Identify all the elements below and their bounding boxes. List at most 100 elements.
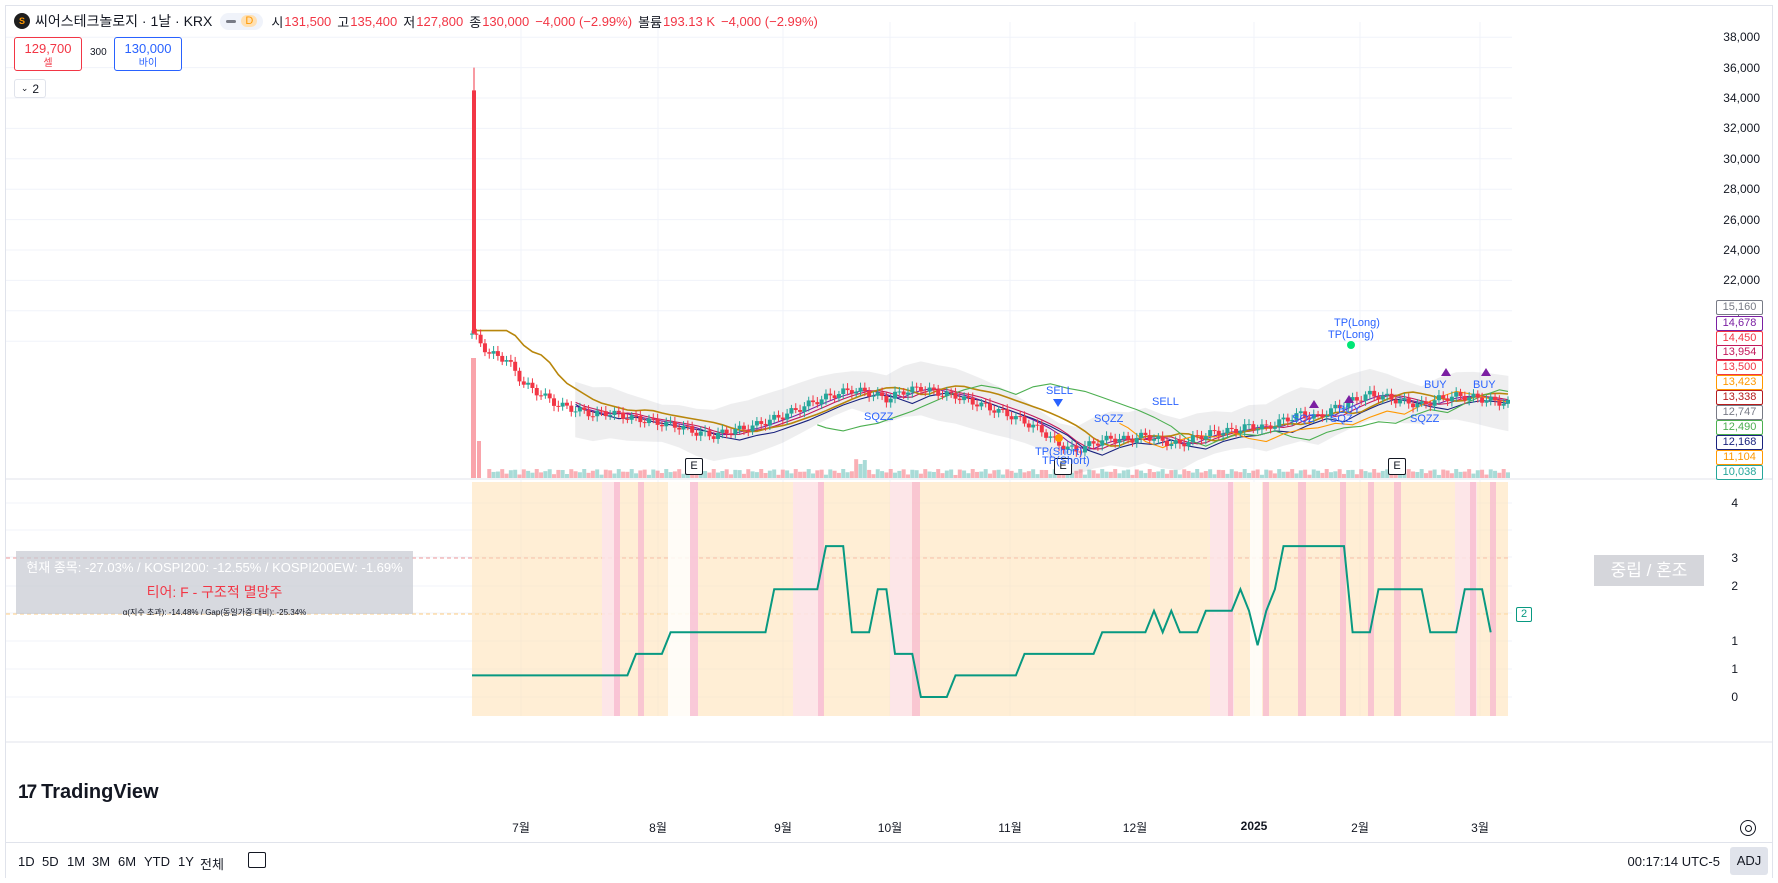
volume-bar (1147, 469, 1152, 478)
volume-bar (1108, 471, 1113, 478)
earnings-marker[interactable]: E (685, 458, 703, 475)
adj-button[interactable]: ADJ (1730, 847, 1768, 875)
price-axis-label: 22,000 (1723, 273, 1760, 288)
earnings-marker[interactable]: E (1054, 458, 1072, 475)
candle-body (1026, 423, 1031, 428)
candle-body (1393, 399, 1398, 404)
delay-badge: D (241, 15, 258, 27)
bottom-toolbar: 1D 5D 1M 3M 6M YTD 1Y 전체 00:17:14 UTC-5 ADJ (6, 842, 1772, 878)
candle-body (1190, 435, 1195, 442)
candle-body (962, 396, 967, 401)
oscillator-axis-label: 1 (1731, 634, 1738, 648)
price-tag: 13,338 (1716, 390, 1763, 405)
timeframe-button[interactable]: 전체 (200, 857, 224, 872)
regime-band (1263, 482, 1269, 716)
volume-bar (944, 470, 949, 478)
volume-bar (759, 469, 764, 478)
volume-bar (1247, 472, 1251, 478)
candle-body (1298, 411, 1303, 414)
volume-bar (659, 473, 664, 478)
volume-bar (1182, 469, 1187, 478)
volume-bar (569, 469, 574, 478)
volume-bar (703, 470, 708, 478)
volume-bar (1234, 471, 1239, 478)
symbol-legend[interactable]: S 씨어스테크놀로지 · 1날 · KRX D 시 131,500 고 135,40… (14, 11, 824, 31)
volume-bar (836, 472, 841, 478)
candle-body (1130, 439, 1135, 443)
sell-button[interactable]: 129,700 셀 (14, 37, 82, 71)
timeframe-button[interactable]: 3M (92, 854, 111, 869)
timeframe-button[interactable]: 6M (118, 854, 137, 869)
candle-body (1247, 424, 1251, 426)
volume-bar (1026, 471, 1031, 478)
volume-bar (651, 469, 656, 478)
candle-body (1445, 398, 1450, 402)
candle-body (1134, 437, 1139, 443)
volume-bar (841, 469, 846, 478)
volume-bar (849, 471, 854, 478)
volume-bar (646, 474, 651, 478)
candle-body (1385, 393, 1390, 396)
candle-body (1359, 400, 1364, 402)
candle-body (927, 387, 932, 392)
symbol-title[interactable]: 씨어스테크놀로지 · 1날 · KRX (35, 13, 213, 29)
volume-bar (793, 469, 798, 478)
volume-bar (1493, 470, 1498, 478)
tradingview-logo[interactable]: 17 TradingView (18, 781, 159, 804)
candle-body (659, 424, 664, 427)
volume-bar (1281, 471, 1286, 478)
timeframe-button[interactable]: 1D (18, 854, 35, 869)
moving-average-line (817, 383, 1509, 447)
candle-body (1031, 424, 1036, 428)
volume-bar (1497, 472, 1502, 478)
timeframe-button[interactable]: 1Y (178, 854, 194, 869)
candle-body (1290, 419, 1295, 422)
status-pill[interactable]: D (220, 12, 264, 30)
candle-body (949, 391, 954, 393)
price-tag: 13,423 (1716, 375, 1763, 390)
candle-body (1406, 398, 1411, 404)
volume-bar (798, 471, 803, 478)
volume-bar (1475, 470, 1480, 478)
candle-body (1186, 441, 1191, 447)
volume-bar (1333, 471, 1338, 478)
oscillator-axis-label: 0 (1731, 690, 1738, 704)
timeframe-button[interactable]: 5D (42, 854, 59, 869)
regime-band (818, 482, 824, 716)
volume-bar (1341, 473, 1346, 478)
candle-body (1212, 430, 1217, 432)
regime-band (1298, 482, 1306, 716)
volume-bar (1449, 473, 1454, 478)
candle-body (897, 391, 902, 393)
candle-body (1216, 430, 1221, 436)
candle-body (677, 427, 682, 430)
candle-body (983, 402, 988, 404)
candle-body (638, 416, 643, 423)
volume-bar (1329, 472, 1334, 478)
candle-body (526, 382, 531, 385)
candle-body (711, 436, 716, 439)
volume-bar (875, 469, 880, 478)
calendar-range-icon[interactable] (248, 852, 266, 868)
earnings-marker[interactable]: E (1388, 458, 1406, 475)
candle-body (573, 411, 578, 413)
candle-body (1009, 416, 1014, 420)
gear-icon[interactable] (1740, 820, 1756, 836)
regime-band (1250, 482, 1262, 716)
candle-body (975, 404, 980, 407)
timeframe-button[interactable]: 1M (67, 854, 86, 869)
tp-long-dot (1347, 341, 1355, 349)
candle-body (1398, 399, 1403, 404)
regime-band (890, 482, 912, 716)
timeframe-button[interactable]: YTD (144, 854, 170, 869)
chart-frame (5, 5, 1773, 878)
price-axis-label: 26,000 (1723, 212, 1760, 227)
low-label: 저 (403, 14, 416, 30)
candle-body (1432, 400, 1437, 406)
clock[interactable]: 00:17:14 UTC-5 (1627, 854, 1721, 869)
volume-bar (1480, 469, 1485, 478)
indicator-collapse-button[interactable]: ⌄ 2 (14, 79, 46, 98)
candle-body (1251, 424, 1256, 430)
buy-button[interactable]: 130,000 바이 (114, 37, 182, 71)
